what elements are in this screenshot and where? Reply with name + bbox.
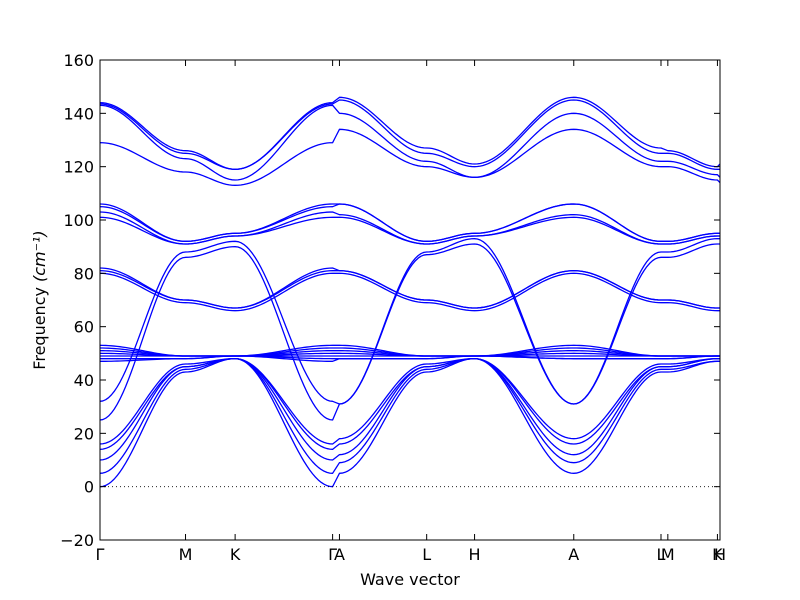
x-tick-label: Γ <box>328 545 337 564</box>
y-axis-label-unit: (cm⁻¹) <box>30 230 49 282</box>
y-tick-label: 80 <box>74 264 94 283</box>
x-tick-label: A <box>334 545 345 564</box>
band-line-24 <box>99 99 720 170</box>
x-tick-label: L <box>657 545 666 564</box>
x-tick-label: H <box>714 545 726 564</box>
plot-frame <box>99 59 721 541</box>
x-tick-label: L <box>422 545 431 564</box>
y-tick-label: 20 <box>74 424 94 443</box>
band-line-17 <box>99 267 720 309</box>
x-tick-label: K <box>712 545 723 564</box>
x-axis-label: Wave vector <box>360 570 460 589</box>
y-tick-label: 160 <box>63 51 94 70</box>
band-line-13 <box>99 243 720 421</box>
x-tick-label: M <box>179 545 193 564</box>
band-line-19 <box>99 211 720 245</box>
band-line-7 <box>100 355 720 360</box>
x-tick-label: K <box>230 545 241 564</box>
x-tick-label: M <box>661 545 675 564</box>
band-line-15 <box>99 272 720 312</box>
band-line-18 <box>99 216 720 245</box>
band-line-4 <box>99 358 720 450</box>
band-line-12 <box>99 344 720 357</box>
y-axis-label-text: Frequency <box>30 287 49 370</box>
y-tick-label: 100 <box>63 211 94 230</box>
y-axis: −20 0 20 40 60 80 100 120 140 160 <box>60 51 720 550</box>
x-tick-label: Γ <box>96 545 105 564</box>
band-line-2 <box>99 358 720 474</box>
x-tick-label: A <box>568 545 579 564</box>
y-tick-label: 40 <box>74 371 94 390</box>
band-lines <box>99 96 721 488</box>
band-line-5 <box>99 358 720 445</box>
band-line-21 <box>99 203 720 242</box>
y-tick-label: 0 <box>84 478 94 497</box>
y-tick-label: 140 <box>63 104 94 123</box>
band-line-23 <box>99 104 721 181</box>
y-tick-label: −20 <box>60 531 94 550</box>
y-tick-label: 60 <box>74 318 94 337</box>
band-line-22 <box>99 128 721 186</box>
band-line-1 <box>99 358 720 488</box>
band-line-25 <box>99 96 721 170</box>
x-tick-label: H <box>469 545 481 564</box>
y-tick-label: 120 <box>63 158 94 177</box>
band-line-14 <box>99 238 720 405</box>
y-axis-label: Frequency (cm⁻¹) <box>30 230 49 369</box>
x-axis: Γ M K ΓA L H A LM KH <box>96 60 726 564</box>
